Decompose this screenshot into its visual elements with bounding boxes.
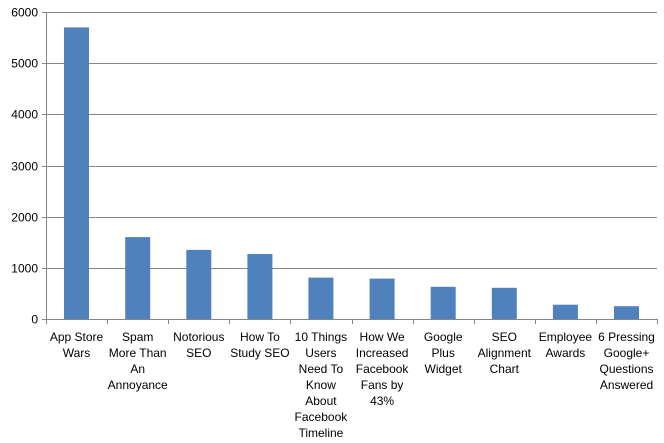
bar — [247, 254, 273, 319]
x-category-label: Employee Awards — [539, 330, 593, 360]
y-tick-label: 0 — [31, 313, 38, 327]
x-category-label: How To Study SEO — [230, 330, 289, 360]
y-tick-label: 5000 — [11, 57, 38, 71]
x-category-label: App Store Wars — [50, 330, 104, 360]
bar — [430, 286, 456, 319]
bar — [308, 277, 334, 319]
x-category-label: SEO Alignment Chart — [478, 330, 532, 376]
y-tick-label: 2000 — [11, 211, 38, 225]
y-tick-label: 4000 — [11, 108, 38, 122]
x-category-label: How We Increased Facebook Fans by 43% — [356, 330, 410, 408]
bar — [369, 278, 395, 319]
bar — [491, 287, 517, 319]
bar — [614, 306, 639, 319]
bars — [64, 27, 639, 320]
x-category-label: 10 Things Users Need To Know About Facebook Ti… — [295, 330, 349, 440]
x-category-label: 6 Pressing Google+ Questions Answered — [598, 330, 655, 392]
x-category-label: Spam More Than An Annoyance — [108, 330, 168, 392]
x-category-label: Notorious SEO — [173, 330, 224, 360]
y-tick-label: 3000 — [11, 160, 38, 174]
bar — [125, 237, 151, 319]
axes — [46, 12, 658, 324]
x-category-label: Google Plus Widget — [424, 330, 463, 376]
bar — [64, 27, 89, 320]
gridlines — [46, 12, 657, 269]
y-tick-label: 1000 — [11, 262, 38, 276]
bar — [186, 249, 212, 319]
y-axis-ticks: 0 1000 2000 3000 4000 5000 6000 — [11, 6, 46, 327]
bar — [552, 304, 578, 319]
y-tick-label: 6000 — [11, 6, 38, 20]
